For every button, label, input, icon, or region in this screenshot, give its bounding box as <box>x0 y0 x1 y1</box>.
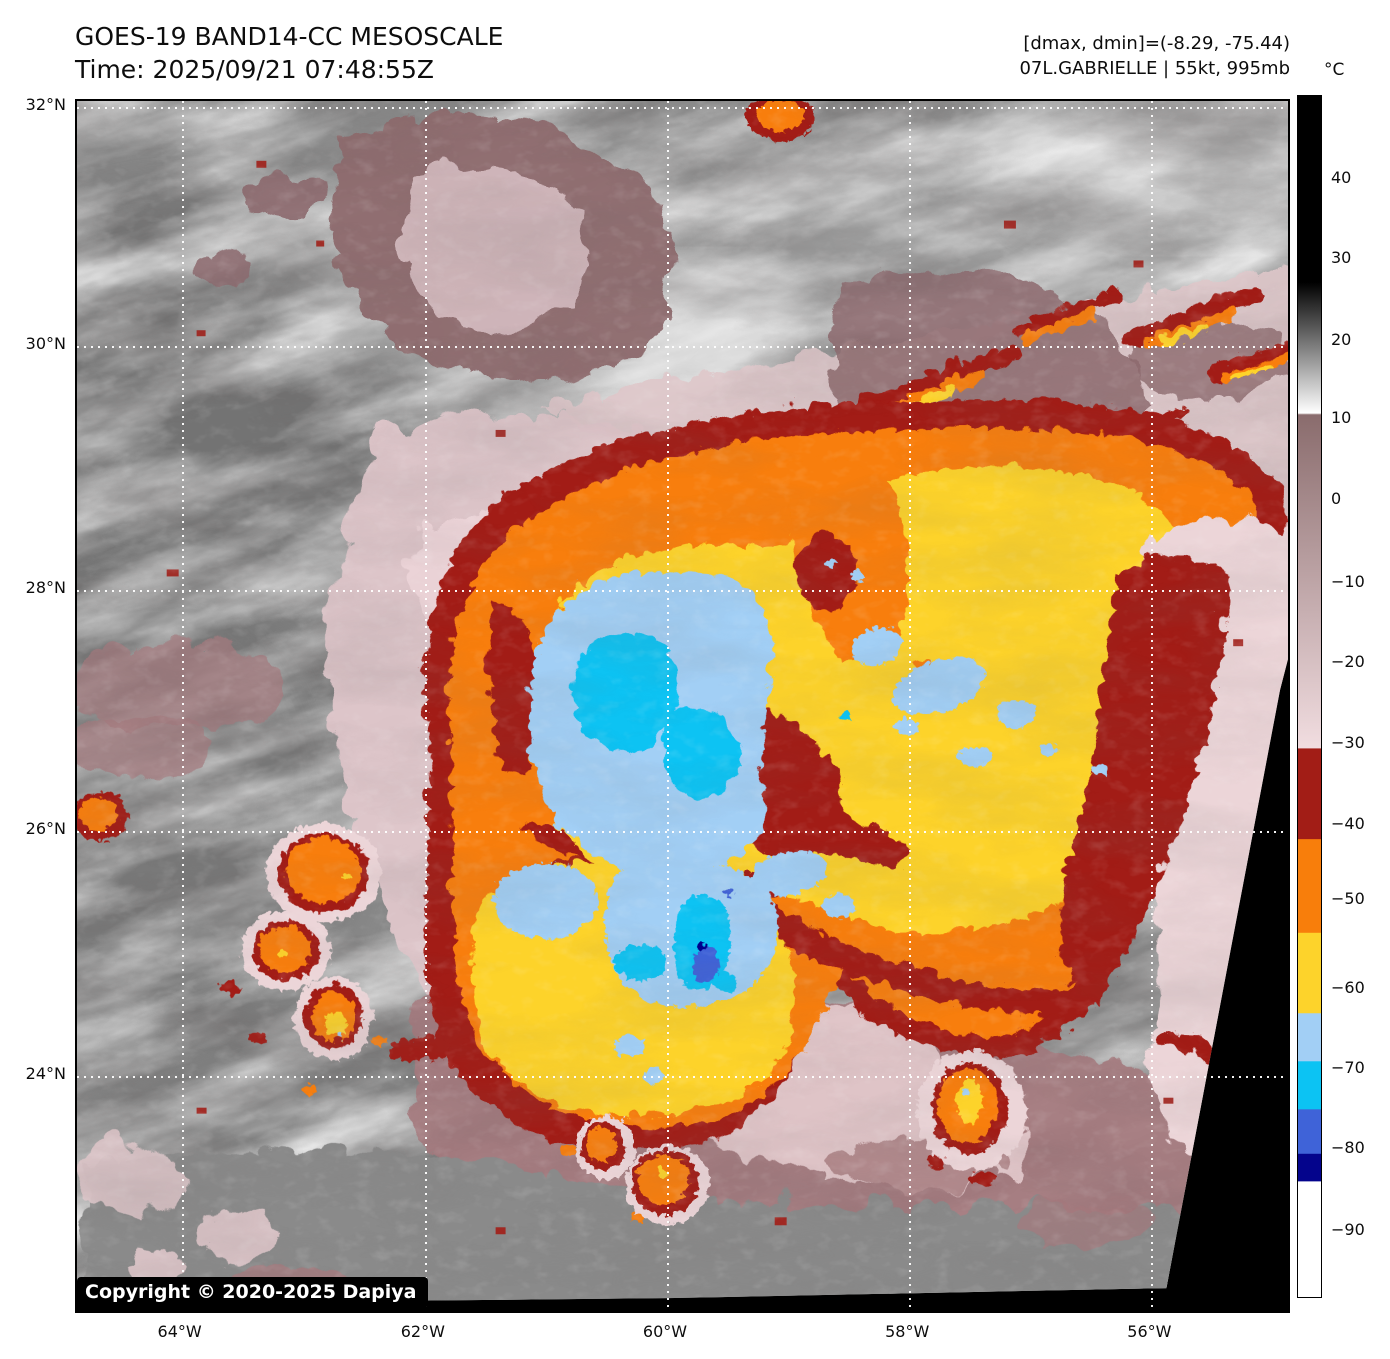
lon-tick-label: 62°W <box>400 1322 445 1341</box>
colorbar-tick-label: 0 <box>1331 488 1342 508</box>
colorbar-tick-label: 10 <box>1331 408 1352 427</box>
colorbar-unit-label: °C <box>1324 60 1345 80</box>
colorbar-tick-label: 40 <box>1331 168 1352 187</box>
lon-tick-label: 60°W <box>642 1322 688 1341</box>
colorbar-tick-label: 20 <box>1331 329 1352 349</box>
satellite-map-frame: Copyright © 2020-2025 Dapiya <box>75 99 1290 1313</box>
satellite-data-sector <box>77 101 1288 1305</box>
colorbar-tick-label: −30 <box>1331 732 1365 752</box>
colorbar-tick-label: −90 <box>1331 1220 1365 1240</box>
colorbar-tick-label: −80 <box>1331 1137 1365 1157</box>
copyright-badge: Copyright © 2020-2025 Dapiya <box>77 1277 429 1308</box>
lat-tick-label: 26°N <box>25 819 66 839</box>
storm-info-block: [dmax, dmin]=(-8.29, -75.44) 07L.GABRIEL… <box>870 31 1290 81</box>
plot-title: GOES-19 BAND14-CC MESOSCALE Time: 2025/0… <box>75 20 503 86</box>
title-line-2: Time: 2025/09/21 07:48:55Z <box>75 55 434 84</box>
lat-tick-label: 24°N <box>25 1063 66 1083</box>
storm-id-readout: 07L.GABRIELLE | 55kt, 995mb <box>1019 58 1290 79</box>
colorbar-tick-label: −50 <box>1331 888 1365 908</box>
lon-tick-label: 64°W <box>157 1322 202 1341</box>
title-line-1: GOES-19 BAND14-CC MESOSCALE <box>75 22 504 51</box>
colorbar-tick-label: −70 <box>1331 1057 1365 1077</box>
colorbar-tick-label: −60 <box>1331 977 1365 997</box>
colorbar-tick-label: −10 <box>1331 571 1365 591</box>
colorbar-tick-label: −20 <box>1331 651 1365 671</box>
lat-tick-label: 30°N <box>25 334 66 354</box>
lon-tick-label: 56°W <box>1127 1322 1172 1341</box>
lon-tick-label: 58°W <box>885 1322 930 1341</box>
colorbar-tick-label: −40 <box>1331 814 1365 834</box>
dmax-dmin-readout: [dmax, dmin]=(-8.29, -75.44) <box>1023 33 1290 54</box>
lat-tick-label: 28°N <box>25 578 66 598</box>
lat-tick-label: 32°N <box>25 95 66 115</box>
satellite-image <box>77 101 1288 1311</box>
temperature-colorbar <box>1297 95 1322 1298</box>
colorbar-tick-label: 30 <box>1331 248 1352 267</box>
